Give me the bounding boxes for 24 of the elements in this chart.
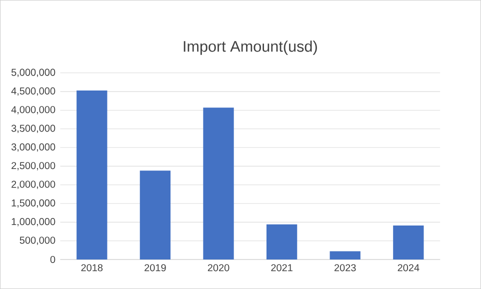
y-tick-label: 4,000,000 — [11, 106, 56, 114]
y-tick-label: 1,000,000 — [12, 218, 56, 226]
bar — [330, 251, 360, 260]
y-tick-label: 2,500,000 — [12, 162, 56, 170]
y-tick-label: 2,000,000 — [12, 180, 56, 189]
bar — [266, 224, 298, 260]
y-tick-label: 500,000 — [20, 236, 56, 245]
y-tick-label: 3,000,000 — [11, 143, 56, 152]
x-tick-label: 2023 — [334, 264, 356, 272]
x-tick-label: 2024 — [398, 264, 420, 272]
y-tick-label: 5,000,000 — [11, 68, 56, 77]
x-tick-label: 2021 — [271, 264, 292, 272]
x-tick-label: 2020 — [208, 264, 230, 272]
bar — [140, 170, 171, 260]
bar — [203, 108, 234, 260]
y-tick-label: 0 — [50, 256, 56, 264]
bar — [393, 226, 424, 260]
y-tick-label: 1,500,000 — [12, 199, 56, 208]
y-tick-label: 3,500,000 — [11, 124, 56, 133]
x-tick-label: 2019 — [144, 264, 166, 272]
x-tick-label: 2018 — [81, 264, 103, 272]
y-tick-label: 4,500,000 — [11, 87, 56, 96]
bar — [76, 90, 108, 260]
chart-title: Import Amount(usd) — [184, 40, 317, 55]
